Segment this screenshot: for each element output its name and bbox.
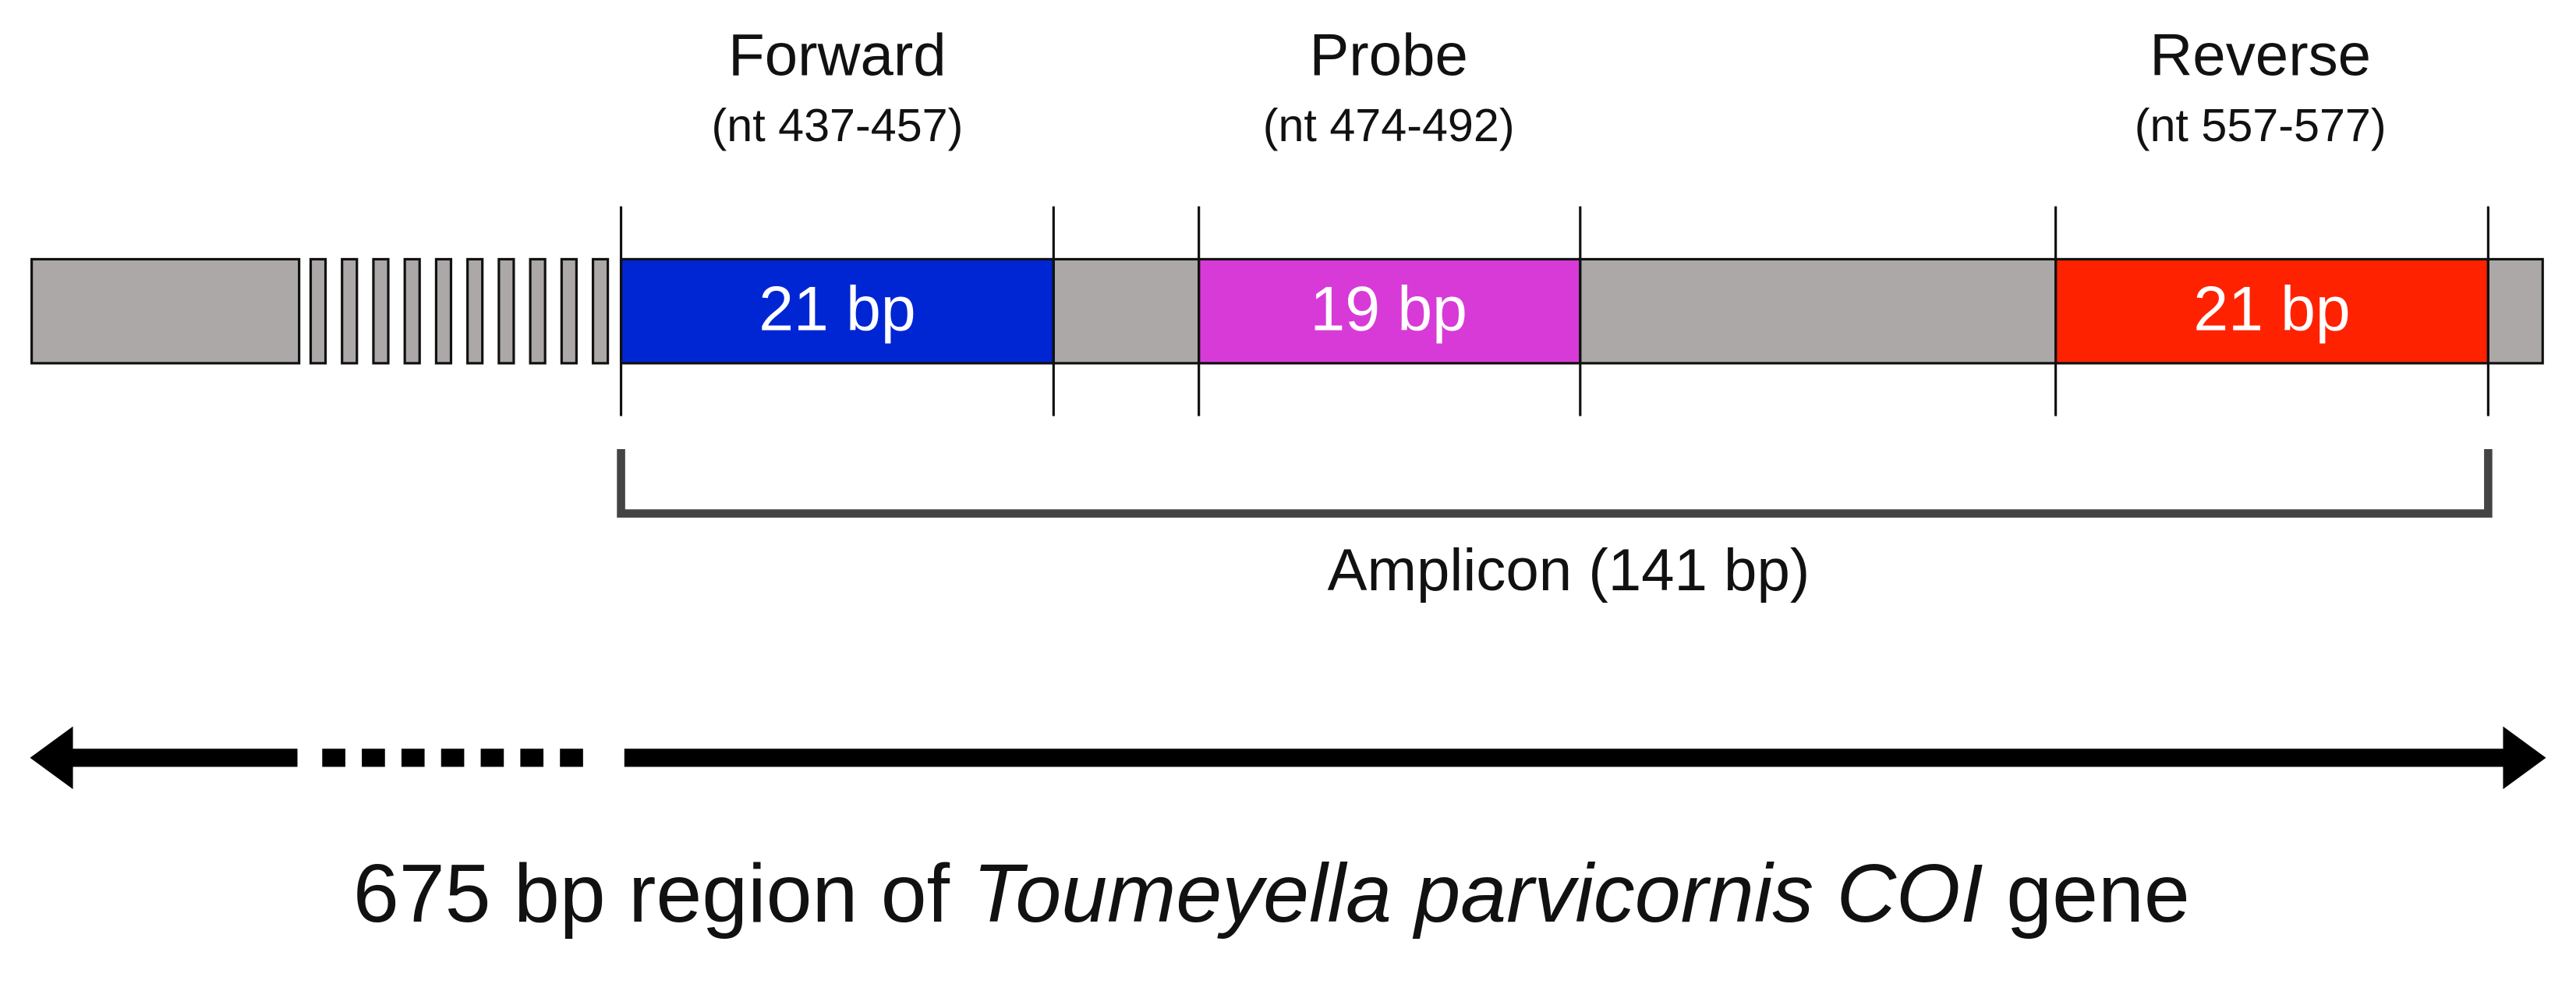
caption: 675 bp region of Toumeyella parvicornis … [353, 848, 2190, 940]
primer-position: (nt 557-577) [2135, 99, 2387, 151]
forward-primer-region [619, 257, 1055, 365]
gene-name: COI [1837, 848, 1983, 940]
gene-segment [30, 257, 301, 365]
primer-length: 21 bp [759, 274, 915, 345]
gene-segment [2486, 257, 2544, 365]
primer-name: Probe [1309, 22, 1467, 88]
species-name: Toumeyella parvicornis [972, 848, 1813, 940]
caption-text: gene [1983, 848, 2190, 940]
gene-segment [1052, 257, 1201, 365]
gene-segment [1579, 257, 2058, 365]
amplicon-label: Amplicon (141 bp) [1328, 537, 1810, 603]
primer-position: (nt 437-457) [711, 99, 963, 151]
primer-name: Reverse [2150, 22, 2371, 88]
gene-gap-stripes [309, 257, 610, 365]
amplicon-bracket [617, 448, 2493, 518]
reverse-primer-region [2054, 257, 2489, 365]
primer-name: Forward [728, 22, 947, 88]
caption-space [1813, 848, 1836, 940]
gene-bar [30, 257, 2544, 365]
boundary-ticks [619, 206, 2489, 416]
probe-region [1198, 257, 1582, 365]
caption-text: 675 bp region of [353, 848, 973, 940]
primer-length: 21 bp [2193, 274, 2350, 345]
primer-position: (nt 474-492) [1263, 99, 1515, 151]
primer-length: 19 bp [1310, 274, 1467, 345]
region-arrow [30, 726, 2546, 790]
